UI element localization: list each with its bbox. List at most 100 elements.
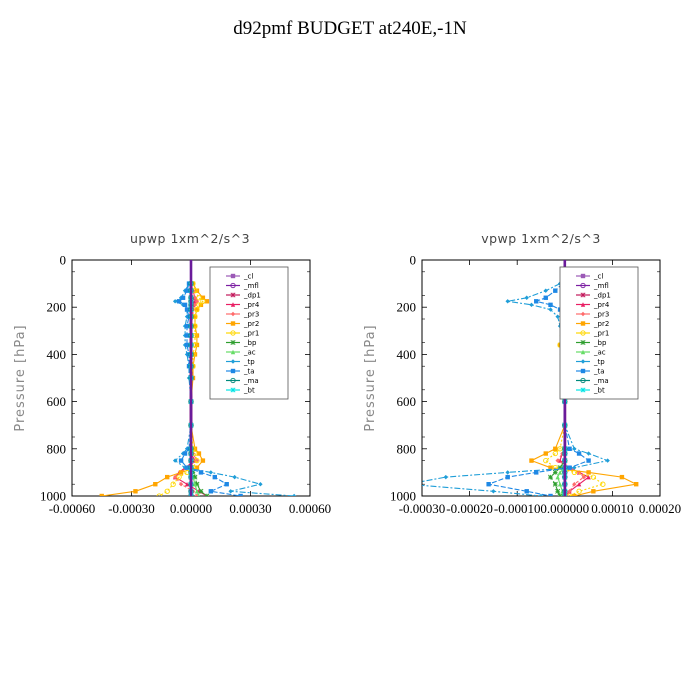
legend-label: _ma xyxy=(243,377,259,385)
panel-title: upwp 1xm^2/s^3 xyxy=(130,231,250,246)
series-marker-ta xyxy=(184,333,190,338)
series-marker-ta xyxy=(548,302,553,308)
legend-label: _mfl xyxy=(593,282,609,290)
legend-marker xyxy=(230,302,236,307)
series-marker-pr2 xyxy=(200,458,206,463)
series-marker-ta xyxy=(182,451,188,456)
legend-marker xyxy=(230,311,236,317)
series-marker-pr2 xyxy=(548,465,553,470)
series-marker-pr4 xyxy=(586,474,591,480)
legend-label: _mfl xyxy=(243,282,259,290)
series-marker-tp xyxy=(538,493,544,496)
legend-label: _pr2 xyxy=(593,320,609,328)
y-tick-label: 400 xyxy=(47,347,67,362)
series-marker-pr2 xyxy=(196,451,202,456)
series-marker-ta xyxy=(208,489,214,494)
series-marker-ta xyxy=(212,474,217,480)
x-tick-label: 0.00030 xyxy=(229,501,271,516)
series-marker-ac xyxy=(557,470,563,475)
series-marker-pr1 xyxy=(600,481,606,487)
series-marker-pr2 xyxy=(619,474,625,480)
x-tick-label: -0.00030 xyxy=(108,501,155,516)
series-marker-pr1 xyxy=(194,457,200,464)
series-marker-pr1 xyxy=(552,450,558,457)
legend-marker xyxy=(580,321,586,326)
series-marker-pr1 xyxy=(170,481,176,487)
series-marker-ta xyxy=(486,482,491,487)
series-marker-tp xyxy=(529,302,534,308)
series-marker-pr1 xyxy=(543,457,549,464)
series-marker-bp xyxy=(204,493,210,496)
legend-label: _ta xyxy=(243,368,255,376)
series-marker-ta xyxy=(586,458,591,463)
legend-box xyxy=(209,266,289,400)
legend-label: _pr3 xyxy=(243,311,259,319)
y-tick-label: 1000 xyxy=(390,489,416,504)
legend-marker xyxy=(580,339,586,346)
legend-label: _bt xyxy=(593,387,605,395)
series-line-tp xyxy=(173,283,295,496)
y-tick-label: 200 xyxy=(397,300,417,315)
series-marker-pr1 xyxy=(156,493,162,496)
series-marker-pr2 xyxy=(194,307,200,312)
series-marker-tp xyxy=(172,458,178,463)
series-marker-bp xyxy=(192,474,198,480)
series-marker-pr2 xyxy=(133,489,138,494)
series-marker-pr3 xyxy=(572,482,577,487)
series-marker-pr1 xyxy=(176,474,182,480)
series-marker-ta xyxy=(180,295,186,300)
series-marker-pr3 xyxy=(172,474,178,480)
series-line-pr1 xyxy=(159,283,204,496)
legend-label: _dp1 xyxy=(593,292,611,300)
y-tick-label: 600 xyxy=(397,394,417,409)
series-marker-ta xyxy=(184,288,190,293)
legend-marker xyxy=(580,302,586,307)
series-marker-pr2 xyxy=(99,493,104,496)
legend-label: _bt xyxy=(243,387,255,395)
legend-label: _bp xyxy=(593,339,607,347)
series-marker-ta xyxy=(534,470,539,475)
series-marker-tp xyxy=(258,482,263,487)
series-marker-ta xyxy=(576,451,582,456)
legend-label: _pr4 xyxy=(593,301,610,309)
legend-marker xyxy=(580,377,586,384)
series-marker-tp xyxy=(555,314,560,319)
series-marker-pr2 xyxy=(529,458,534,463)
series-marker-pr2 xyxy=(204,299,210,304)
legend-label: _pr1 xyxy=(243,330,259,338)
legend-label: _tp xyxy=(243,358,255,366)
legend-marker xyxy=(230,330,236,336)
series-marker-pr1 xyxy=(196,295,202,301)
series-marker-pr2 xyxy=(200,295,206,300)
series-marker-tp xyxy=(543,288,548,293)
x-tick-label: -0.00060 xyxy=(49,501,96,516)
legend-marker xyxy=(580,273,586,279)
series-marker-pr2 xyxy=(165,474,170,480)
series-marker-pr1 xyxy=(196,302,202,308)
legend-marker xyxy=(230,282,236,289)
series-group xyxy=(99,260,297,496)
legend-marker xyxy=(580,282,586,289)
series-marker-tp xyxy=(505,470,510,475)
series-marker-ta xyxy=(524,489,529,494)
legend-marker xyxy=(230,292,236,298)
series-marker-tp xyxy=(605,458,610,463)
panel-1: upwp 1xm^2/s^3 Pressure [hPa] 0 200 400 600 80… xyxy=(13,231,331,516)
series-marker-ta xyxy=(224,482,229,487)
series-marker-tp xyxy=(208,470,214,475)
series-marker-bp xyxy=(198,488,204,494)
page-title: d92pmf BUDGET at240E,-1N xyxy=(233,18,467,39)
y-tick-label: 200 xyxy=(47,300,67,315)
series-marker-pr4 xyxy=(557,458,563,463)
series-marker-pr3 xyxy=(576,470,582,475)
series-marker-bp xyxy=(552,469,558,475)
panel-2: vpwp 1xm^2/s^3 Pressure [hPa] 0 200 400 600 80… xyxy=(363,231,681,516)
legend-marker xyxy=(580,292,586,298)
legend-label: _pr2 xyxy=(243,320,259,328)
series-marker-ta xyxy=(178,458,184,463)
series-marker-pr3 xyxy=(567,489,572,494)
series-marker-ta xyxy=(548,493,553,496)
series-marker-pr3 xyxy=(178,482,184,487)
series-marker-pr1 xyxy=(194,306,200,313)
series-marker-ac xyxy=(192,482,198,487)
